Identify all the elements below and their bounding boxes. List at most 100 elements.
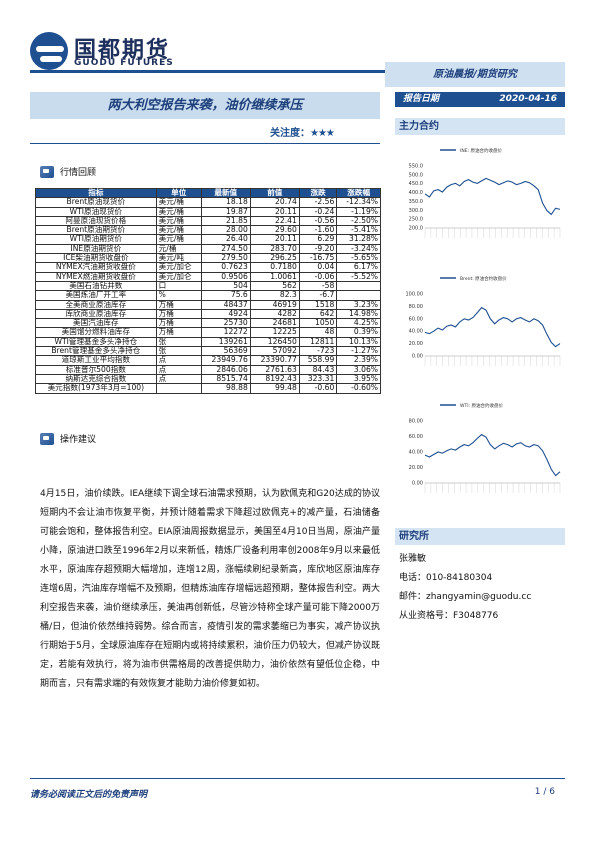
y-tick-label: 80.00 [409,419,423,425]
y-tick-label: 40.00 [409,329,423,335]
y-tick-label: 200.0 [409,226,423,232]
report-date: 报告日期 2020-04-16 [395,92,565,107]
table-row: 美元指数(1973年3月=100) 98.88 99.48 -0.60 -0.60% [35,383,381,394]
table-row: Brent原油现货价 美元/桶 18.18 20.74 -2.56 -12.34% [35,197,381,208]
researcher-email[interactable]: 邮件：zhangyamin@guodu.cc [399,592,532,602]
brand-logo: 国都期货 GUODU FUTURES [30,30,230,75]
logo-icon [30,32,68,70]
table-row: INE原油期货价 元/桶 274.50 283.70 -9.20 -3.24% [35,243,381,255]
attention-stars: ★★★ [310,128,335,139]
previous-cell: 23390.77 [249,355,300,366]
researcher-info: 研究所 张雅敏 电话：010-84180304 邮件：zhangyamin@gu… [395,528,565,621]
latest-cell: 75.6 [200,290,251,301]
indicator-cell: WTI原油现货价 [35,206,157,217]
y-tick-label: 60.00 [409,434,423,440]
table-row: 全美商业原油库存 万桶 48437 46919 1518 3.23% [35,299,381,310]
y-tick-label: 40.00 [409,450,423,456]
attention-label: 关注度： [270,128,310,139]
researcher-heading: 研究所 [395,528,565,545]
ine-price-chart: INE: 原油合约收盘价 550.0 500.0 450.0 400.0 350.0 300… [400,142,565,252]
table-row: 美国炼油厂开工率% 75.6 82.3 -6.7 [35,290,381,301]
unit-cell: 美元/桶 [155,206,202,217]
pct-change-cell: -0.60% [336,383,381,394]
indicator-cell: Brent原油现货价 [35,197,157,208]
previous-cell: 12225 [249,327,300,338]
section-title-text: 行情回顾 [60,168,97,178]
y-tick-label: 300.0 [409,208,423,214]
y-tick-label: 0.00 [412,481,423,487]
report-title: 两大利空报告来袭，油价继续承压 [30,92,380,119]
section-operation-advice: 操作建议 [40,432,96,445]
page-number: 1 / 6 [534,787,555,797]
previous-cell: 1.0061 [249,271,300,282]
indicator-cell: WTI原油期货价 [35,234,157,245]
y-tick-label: 100.00 [406,292,424,298]
table-row: NYMEX燃油期货收盘价 美元/加仑 0.9506 1.0061 -0.06 -5.52% [35,271,381,282]
legend-label: Brent: 原油合约收盘价 [460,275,507,282]
y-tick-label: 450.0 [409,181,423,187]
unit-cell [155,383,202,394]
change-cell: -0.60 [298,383,338,394]
market-data-table: 指标 单位 最新值 前值 涨跌 涨跌幅 Brent原油现货价 美元/桶 18.18 2… [35,187,381,394]
change-cell: 1518 [298,299,338,310]
indicator-cell: 全美商业原油库存 [35,299,157,310]
previous-cell: 46919 [249,299,300,310]
brand-name-en: GUODU FUTURES [74,58,174,68]
pct-change-cell: 31.28% [336,234,381,245]
y-tick-label: 80.00 [409,304,423,310]
y-tick-label: 400.0 [409,190,423,196]
pct-change-cell: -5.52% [336,271,381,282]
footer-rule [30,778,565,779]
y-tick-label: 500.0 [409,172,423,178]
latest-cell: 98.88 [200,383,251,394]
table-row: WTI原油期货价 美元/桶 26.40 20.11 6.29 31.28% [35,234,381,245]
attention-rating: 关注度：★★★ [270,124,335,139]
researcher-name: 张雅敏 [399,554,427,564]
latest-cell: 48437 [200,299,251,310]
footer-disclaimer[interactable]: 请务必阅读正文后的免责声明 [30,790,148,800]
change-cell: -6.7 [298,290,338,301]
previous-cell: 99.48 [249,383,300,394]
report-type-label: 原油晨报/期货研究 [385,62,565,87]
previous-cell: 20.11 [249,234,300,245]
unit-cell: 点 [155,373,202,385]
wti-price-chart: WTI: 原油合约收盘价 80.00 60.00 40.00 20.00 0.00 [400,397,565,507]
pct-change-cell [336,290,381,301]
indicator-cell: 道琼斯工业平均指数 [35,355,157,366]
latest-cell: 26.40 [200,234,251,245]
unit-cell: 万桶 [155,299,202,310]
main-contract-heading: 主力合约 [395,118,565,135]
y-tick-label: 20.00 [409,465,423,471]
pct-change-cell: 2.39% [336,355,381,366]
change-cell: -0.24 [298,206,338,217]
pct-change-cell: 6.17% [336,262,381,273]
researcher-phone: 电话：010-84180304 [399,573,493,583]
price-line [424,433,561,477]
legend-label: INE: 原油合约收盘价 [460,147,502,154]
y-tick-label: 550.0 [409,164,423,170]
chart-wti: WTI: 原油合约收盘价 80.00 60.00 40.00 20.00 0.00 [400,397,565,511]
change-cell: 558.99 [298,355,338,366]
table-row: NYMEX汽油期货收盘价 美元/加仑 0.7623 0.7180 0.04 6.17% [35,262,381,273]
table-row: WTI管理基金多头净持仓张 139261 126450 12811 10.13% [35,336,381,348]
unit-cell: % [155,290,202,301]
indicator-cell: 美国馏分燃料油库存 [35,327,157,338]
latest-cell: 23949.76 [200,355,251,366]
table-row: WTI原油现货价 美元/桶 19.87 20.11 -0.24 -1.19% [35,206,381,217]
section-icon [40,432,54,445]
header-rule [30,70,565,73]
researcher-license: 从业资格号：F3048776 [399,611,499,621]
previous-cell: 20.11 [249,206,300,217]
section-market-review: 行情回顾 [40,165,96,178]
chart-brent: Brent: 原油合约收盘价 100.00 80.00 60.00 40.00 20.00… [400,270,565,384]
change-cell: 48 [298,327,338,338]
date-label: 报告日期 [403,94,440,104]
section-rule [30,143,380,144]
unit-cell: 美元/加仑 [155,271,202,282]
pct-change-cell: 0.39% [336,327,381,338]
price-line [424,177,561,216]
latest-cell: 19.87 [200,206,251,217]
unit-cell: 万桶 [155,327,202,338]
indicator-cell: 美元指数(1973年3月=100) [35,383,157,394]
section-icon [40,165,54,178]
